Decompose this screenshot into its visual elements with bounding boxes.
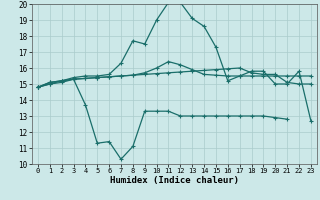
X-axis label: Humidex (Indice chaleur): Humidex (Indice chaleur) (110, 176, 239, 185)
